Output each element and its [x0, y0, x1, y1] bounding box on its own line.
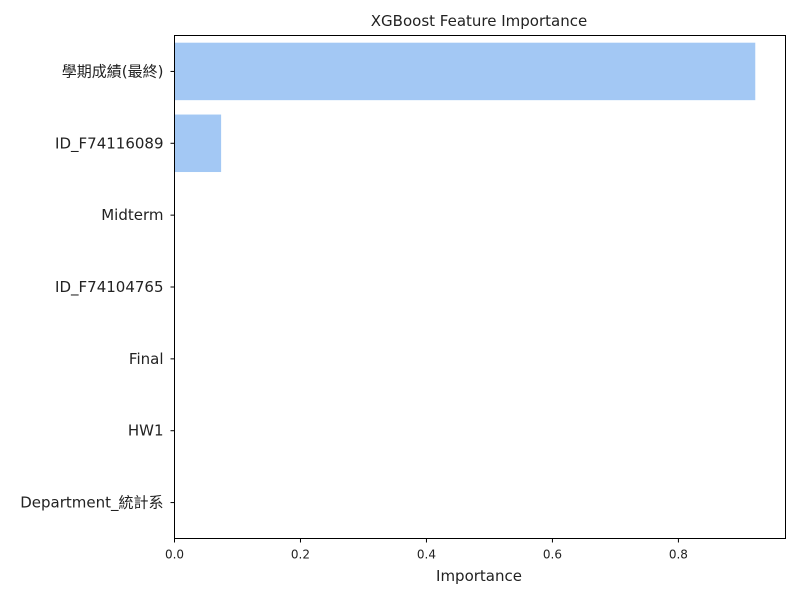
- y-tick-label: Final: [129, 350, 164, 368]
- plot-frame: [174, 35, 786, 539]
- chart-title: XGBoost Feature Importance: [371, 12, 587, 30]
- y-tick-label: HW1: [128, 422, 164, 440]
- y-tick-label: Midterm: [101, 206, 163, 224]
- y-tick-label: Department_統計系: [20, 494, 163, 513]
- y-tick-label: 學期成績(最終): [62, 62, 164, 80]
- y-axis: 學期成績(最終) ID_F74116089 Midterm ID_F74104765 F…: [20, 62, 175, 513]
- x-axis: 0.0 0.2 0.4 0.6 0.8: [165, 538, 688, 562]
- x-tick-label: 0.0: [165, 548, 184, 562]
- bar: [174, 42, 756, 101]
- x-tick-label: 0.8: [669, 548, 688, 562]
- y-tick-label: ID_F74104765: [55, 278, 163, 297]
- x-tick-label: 0.2: [291, 548, 310, 562]
- bar: [174, 114, 222, 173]
- x-axis-label: Importance: [436, 567, 522, 585]
- y-tick-label: ID_F74116089: [55, 134, 163, 153]
- bars-group: [174, 42, 756, 173]
- x-tick-label: 0.6: [543, 548, 562, 562]
- x-tick-label: 0.4: [417, 548, 436, 562]
